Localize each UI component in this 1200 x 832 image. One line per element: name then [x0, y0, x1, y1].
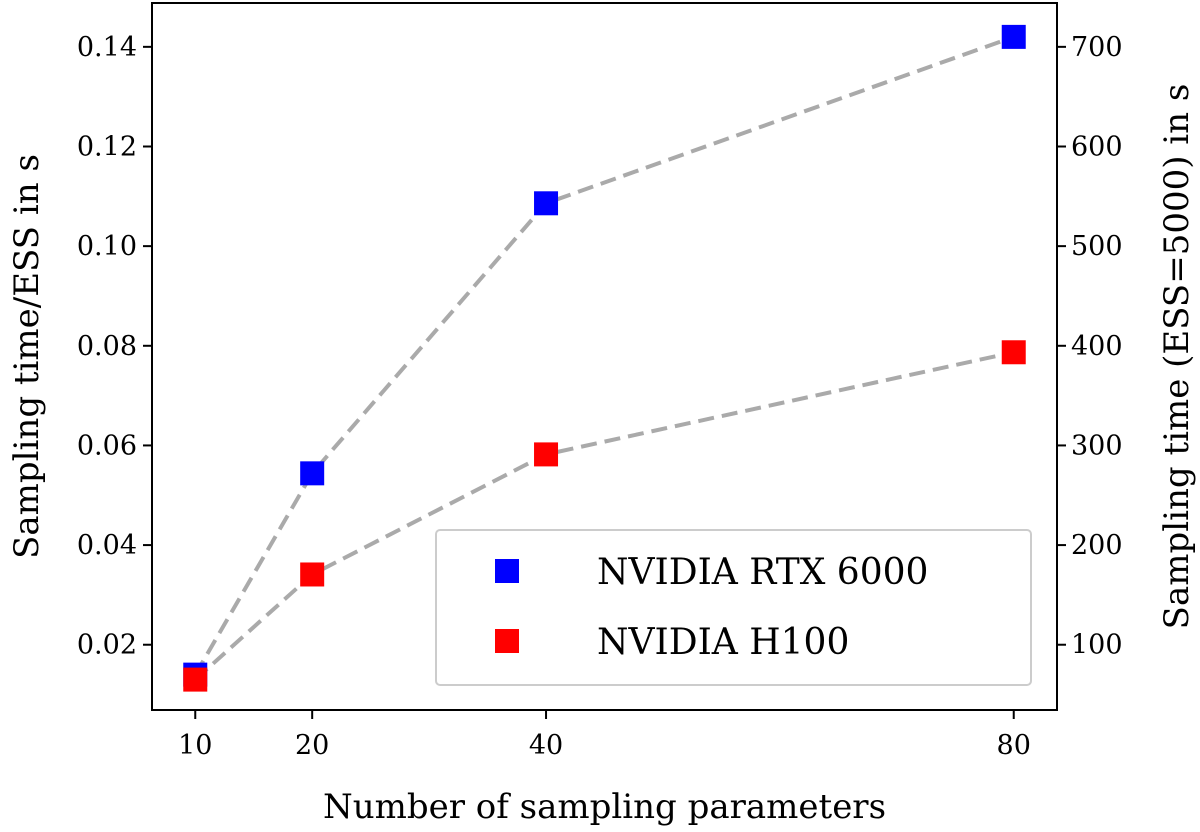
data-point-s1-3: [1001, 340, 1026, 365]
x-tick-label: 80: [997, 730, 1031, 761]
y-right-tick-label: 700: [1071, 32, 1123, 63]
y-right-tick-label: 600: [1071, 131, 1123, 162]
connector-line-0: [193, 34, 1015, 676]
legend-label-1: NVIDIA H100: [597, 622, 849, 663]
legend: NVIDIA RTX 6000 NVIDIA H100: [435, 529, 1032, 686]
connector-line-1: [193, 350, 1015, 682]
y-axis-title-right: Sampling time (ESS=5000) in s: [1157, 84, 1197, 630]
y-tick-label: 0.04: [77, 530, 137, 561]
data-markers: [183, 24, 1026, 692]
y-right-tick-label: 300: [1071, 430, 1123, 461]
data-point-s0-3: [1001, 24, 1026, 49]
y-right-tick-label: 100: [1071, 630, 1123, 661]
y-tick-label: 0.12: [77, 131, 137, 162]
connector-lines: [193, 34, 1015, 682]
x-axis: 10 20 40 80: [178, 710, 1031, 761]
y-axis-title-left: Sampling time/ESS in s: [7, 154, 47, 559]
legend-swatch-0: [495, 559, 519, 583]
y-right-tick-label: 400: [1071, 331, 1123, 362]
data-point-s0-1: [300, 461, 325, 486]
y-tick-label: 0.14: [77, 32, 137, 63]
y-axis-left: 0.02 0.04 0.06 0.08 0.10 0.12 0.14: [77, 32, 152, 661]
x-tick-label: 10: [178, 730, 212, 761]
x-tick-label: 40: [529, 730, 563, 761]
y-axis-right: 100 200 300 400 500 600 700: [1057, 32, 1123, 661]
y-tick-label: 0.06: [77, 430, 137, 461]
legend-box: [435, 529, 1032, 686]
y-tick-label: 0.02: [77, 630, 137, 661]
data-point-s1-2: [534, 442, 559, 467]
y-tick-label: 0.10: [77, 231, 137, 262]
x-tick-label: 20: [295, 730, 329, 761]
y-tick-label: 0.08: [77, 331, 137, 362]
legend-swatch-1: [495, 629, 519, 653]
x-axis-title: Number of sampling parameters: [323, 787, 886, 827]
y-right-tick-label: 200: [1071, 530, 1123, 561]
data-point-s0-2: [534, 191, 559, 216]
plot-frame: [151, 2, 1058, 711]
y-right-tick-label: 500: [1071, 231, 1123, 262]
data-point-s1-1: [300, 562, 325, 587]
data-point-s1-0: [183, 667, 208, 692]
legend-label-0: NVIDIA RTX 6000: [597, 552, 928, 593]
